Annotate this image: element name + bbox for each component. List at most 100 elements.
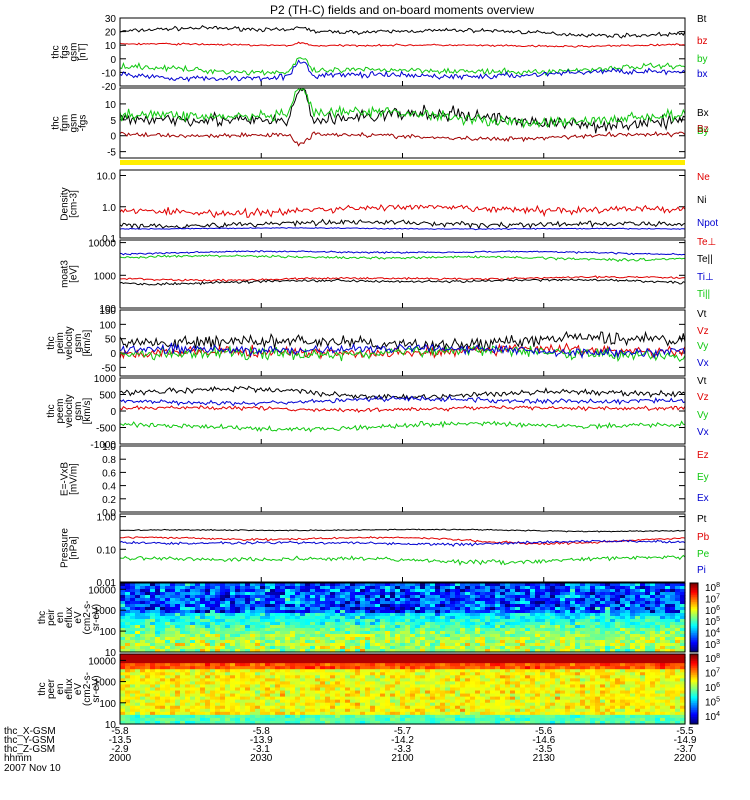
peir-spectrogram-cell (490, 607, 496, 611)
peir-spectrogram-cell (315, 631, 321, 635)
peir-spectrogram-cell (445, 622, 451, 626)
peer-spectrogram-cell (170, 714, 176, 719)
peer-spectrogram-cell (240, 681, 246, 686)
peir-spectrogram-cell (245, 604, 251, 608)
peer-spectrogram-cell (570, 687, 576, 692)
peer-spectrogram-cell (145, 657, 151, 661)
peer-spectrogram-cell (330, 675, 336, 679)
peer-spectrogram-cell (350, 705, 356, 710)
peir-spectrogram-cell (520, 631, 526, 635)
peir-spectrogram-cell (250, 616, 256, 620)
peer-spectrogram-cell (540, 678, 546, 682)
fgs-ytick-label: 0 (110, 55, 116, 66)
peer-spectrogram-cell (335, 666, 341, 670)
peer-spectrogram-cell (555, 666, 561, 670)
peer-spectrogram-cell (500, 681, 506, 686)
peer-spectrogram-cell (450, 660, 456, 664)
peer-spectrogram-cell (320, 681, 326, 686)
peer-spectrogram-cell (240, 657, 246, 661)
peer-spectrogram-cell (520, 666, 526, 670)
peer-spectrogram-cell (390, 675, 396, 679)
peir-spectrogram-cell (345, 649, 351, 653)
peir-spectrogram-cell (185, 628, 191, 632)
peir-spectrogram-cell (575, 607, 581, 611)
peir-spectrogram-cell (565, 619, 571, 623)
peir-spectrogram-cell (660, 619, 666, 623)
peir-spectrogram-cell (680, 613, 686, 617)
peir-spectrogram-cell (510, 610, 516, 614)
peer-spectrogram-cell (535, 690, 541, 695)
peir-spectrogram-cell (595, 631, 601, 635)
peir-spectrogram-cell (235, 628, 241, 632)
peir-spectrogram-cell (150, 622, 156, 626)
peir-spectrogram-cell (350, 613, 356, 617)
peir-spectrogram-cell (510, 601, 516, 605)
peer-spectrogram-cell (475, 669, 481, 673)
peer-spectrogram-cell (410, 654, 416, 658)
peir-spectrogram-cell (550, 643, 556, 647)
peir-spectrogram-cell (385, 583, 391, 587)
peir-spectrogram-cell (315, 604, 321, 608)
peir-spectrogram-cell (385, 637, 391, 641)
peer-spectrogram-cell (125, 702, 131, 707)
peir-spectrogram-cell (495, 607, 501, 611)
peer-spectrogram-cell (435, 669, 441, 673)
peer-spectrogram-cell (460, 699, 466, 704)
peir-spectrogram-cell (460, 595, 466, 599)
peir-spectrogram-cell (595, 613, 601, 617)
peir-spectrogram-cell (420, 610, 426, 614)
peer-spectrogram-cell (145, 681, 151, 686)
peir-spectrogram-cell (325, 643, 331, 647)
peer-spectrogram-cell (470, 678, 476, 682)
peir-spectrogram-cell (270, 583, 276, 587)
peir-spectrogram-cell (230, 649, 236, 653)
peer-spectrogram-cell (445, 678, 451, 682)
peer-spectrogram-cell (210, 672, 216, 676)
peir-spectrogram-cell (265, 616, 271, 620)
panels-group: 3020100-10-20Btbzbybxthcfgsgsm[nT]1050-5… (37, 14, 720, 731)
peer-spectrogram-cell (220, 654, 226, 658)
peir-spectrogram-cell (255, 595, 261, 599)
peer-spectrogram-cell (175, 672, 181, 676)
peir-spectrogram-cell (410, 601, 416, 605)
peir-spectrogram-cell (585, 637, 591, 641)
peir-spectrogram-cell (265, 631, 271, 635)
peir-spectrogram-cell (285, 610, 291, 614)
peer-spectrogram-cell (255, 714, 261, 719)
peer-spectrogram-cell (160, 696, 166, 701)
peir-spectrogram-cell (160, 583, 166, 587)
peer-spectrogram-cell (540, 690, 546, 695)
peer-spectrogram-cell (170, 657, 176, 661)
peer-spectrogram-cell (135, 657, 141, 661)
peir-spectrogram-cell (450, 640, 456, 644)
peir-spectrogram-cell (480, 613, 486, 617)
peir-spectrogram-cell (530, 595, 536, 599)
peer-spectrogram-cell (525, 705, 531, 710)
peer-spectrogram-cell (425, 717, 431, 722)
peir-spectrogram-cell (150, 634, 156, 638)
peer-spectrogram-cell (165, 699, 171, 704)
peir-spectrogram-cell (390, 604, 396, 608)
peer-spectrogram-cell (470, 684, 476, 689)
peir-spectrogram-cell (645, 637, 651, 641)
peir-spectrogram-cell (355, 619, 361, 623)
peer-spectrogram-cell (130, 711, 136, 716)
peir-spectrogram-cell (190, 640, 196, 644)
peer-spectrogram-cell (465, 663, 471, 667)
peir-spectrogram-cell (610, 583, 616, 587)
peir-spectrogram-cell (655, 592, 661, 596)
peer-spectrogram-cell (165, 675, 171, 679)
peer-spectrogram-cell (360, 714, 366, 719)
peir-spectrogram-cell (490, 640, 496, 644)
peir-spectrogram-cell (355, 613, 361, 617)
peir-spectrogram-cell (560, 610, 566, 614)
peir-spectrogram-cell (210, 637, 216, 641)
peer-spectrogram-cell (295, 678, 301, 682)
peer-spectrogram-cell (170, 690, 176, 695)
peir-spectrogram-cell (440, 613, 446, 617)
peir-spectrogram-cell (135, 604, 141, 608)
peer-spectrogram-cell (165, 663, 171, 667)
peer-spectrogram-cell (565, 687, 571, 692)
peer-spectrogram-cell (125, 684, 131, 689)
